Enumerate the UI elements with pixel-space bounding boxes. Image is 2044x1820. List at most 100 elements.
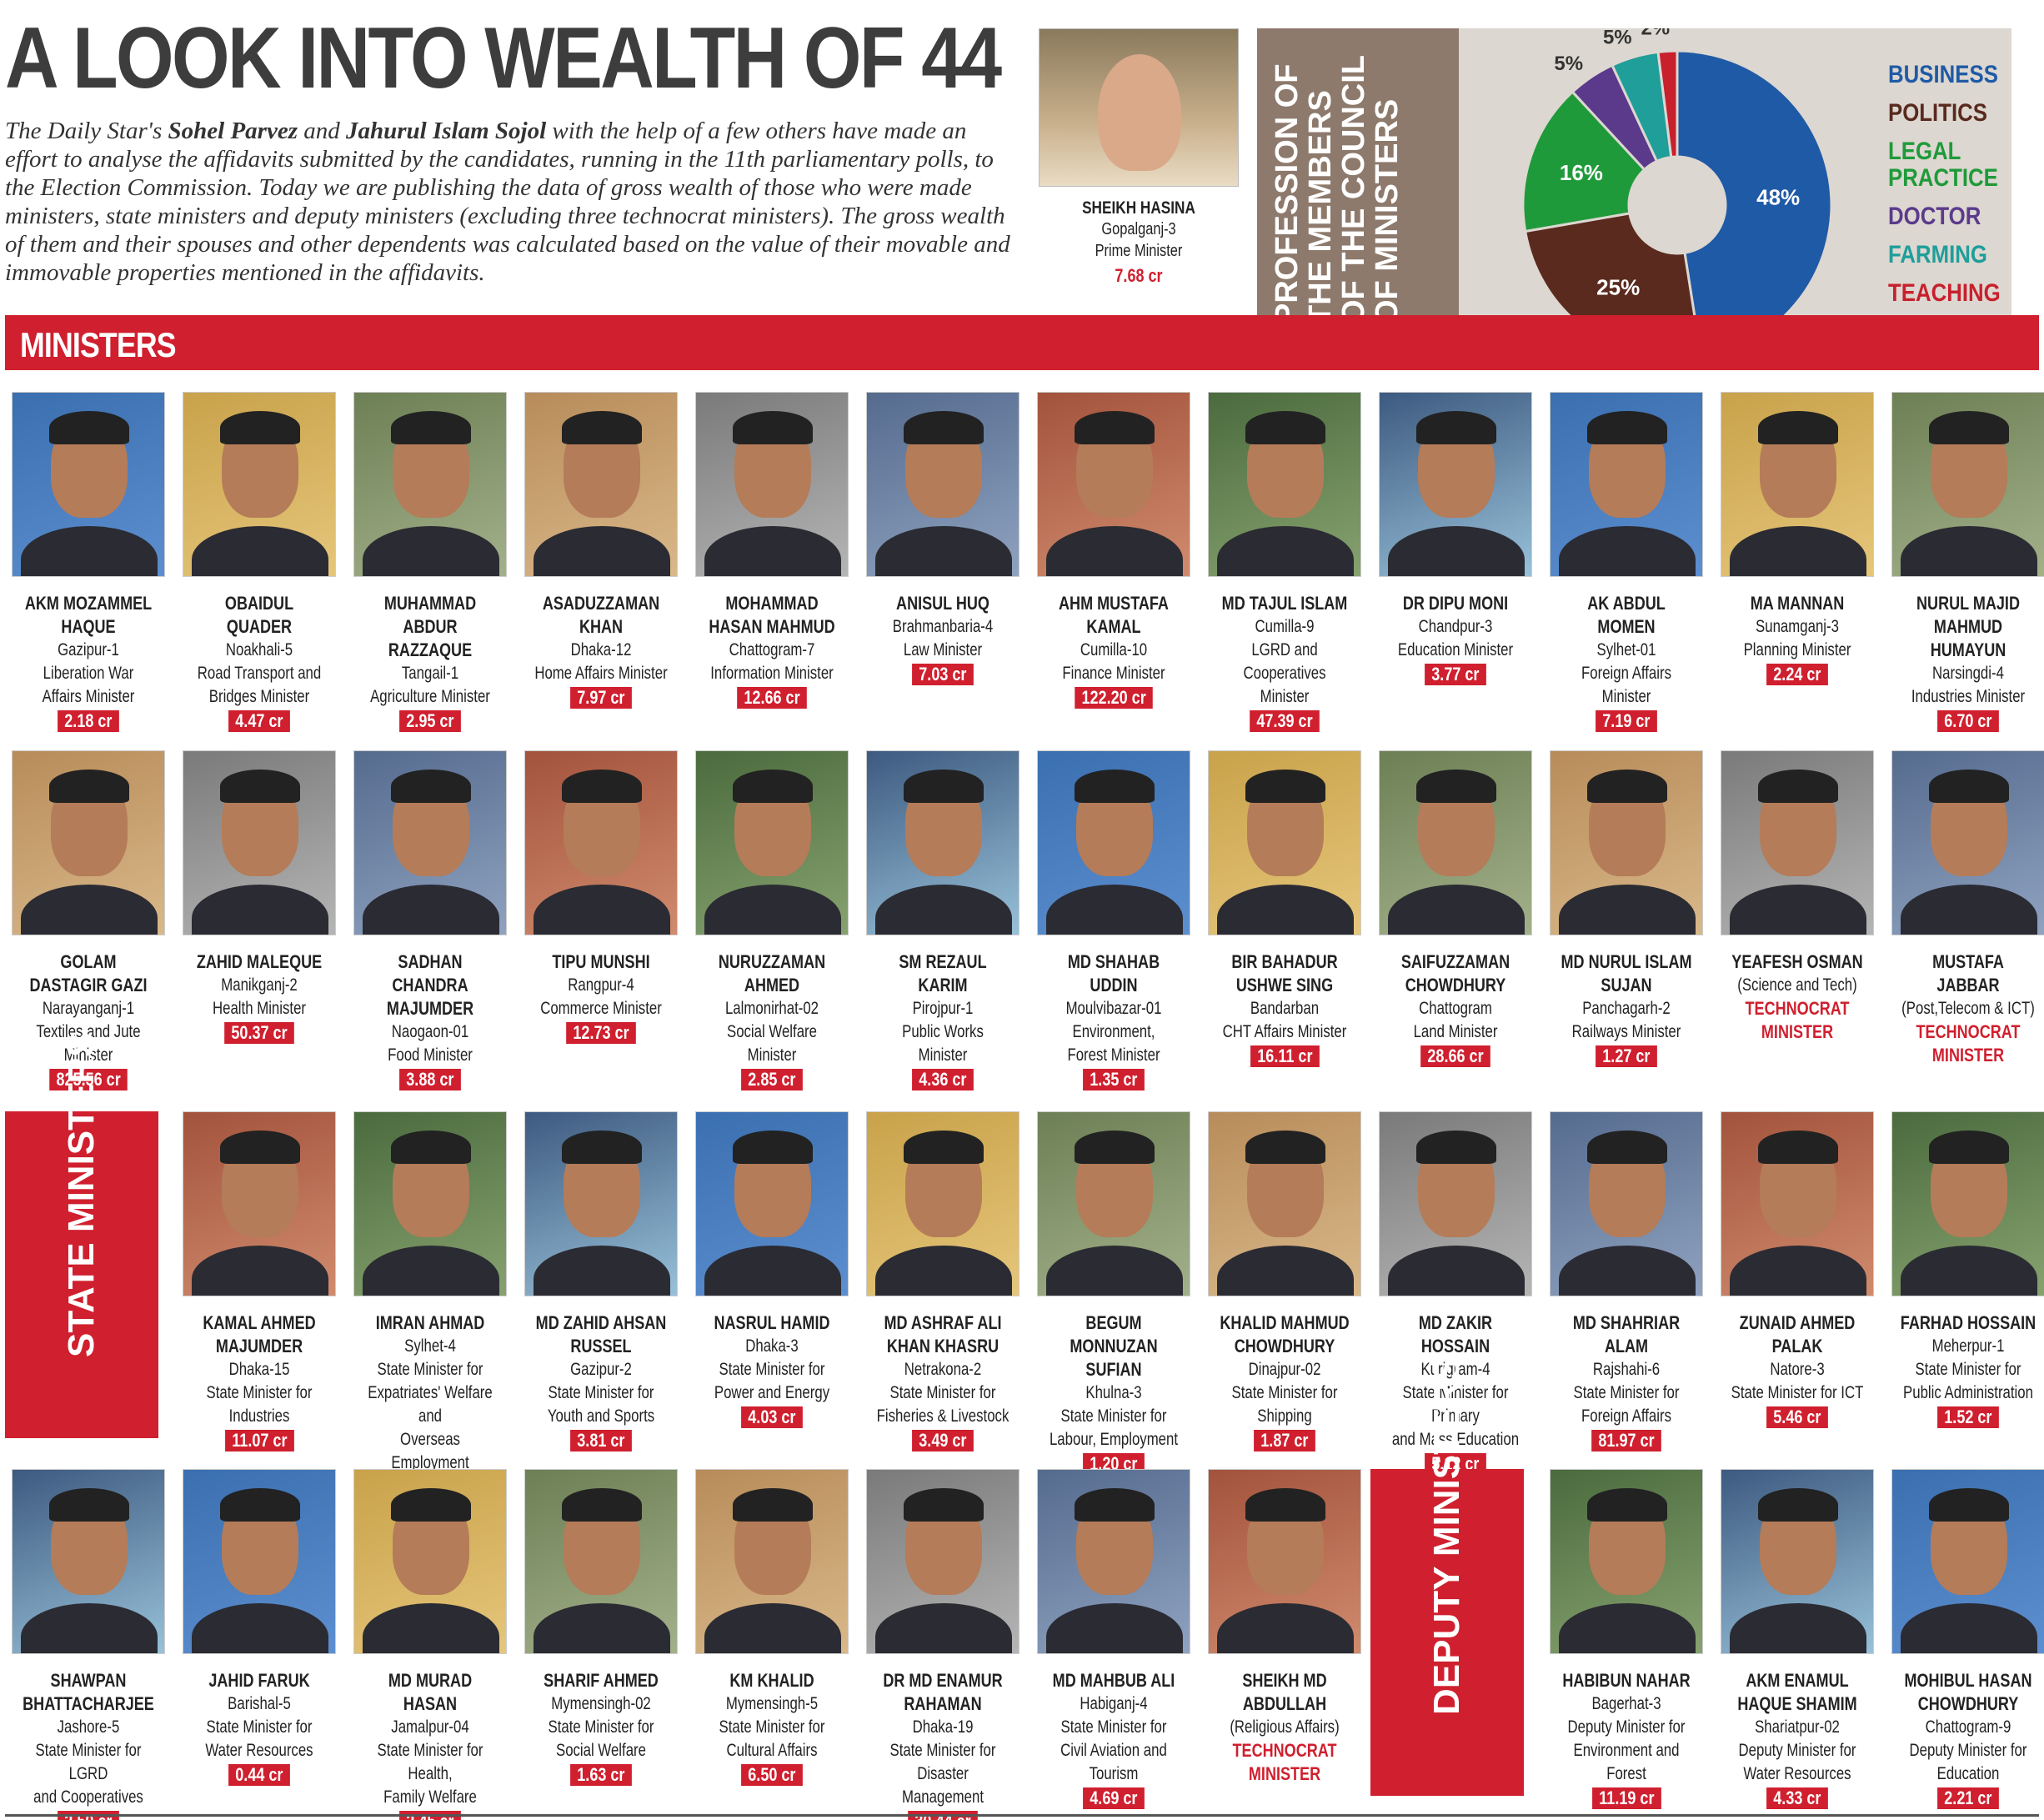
photo-body bbox=[1901, 1246, 2037, 1296]
minister-name: MD ZAKIR HOSSAIN bbox=[1418, 1312, 1493, 1356]
minister-detail: Moulvibazar-01 bbox=[1065, 999, 1162, 1018]
minister-card: NASRUL HAMID Dhaka-3 State Minister for Pow… bbox=[689, 1111, 855, 1428]
minister-detail: Minister bbox=[1260, 687, 1310, 706]
author-name: Jahurul Islam Sojol bbox=[345, 118, 547, 144]
photo-body bbox=[1730, 885, 1866, 935]
photo-hair bbox=[904, 770, 984, 803]
minister-photo bbox=[1721, 392, 1874, 577]
photo-body bbox=[363, 1603, 499, 1653]
minister-name: GOLAM DASTAGIR GAZI bbox=[29, 951, 148, 995]
minister-photo bbox=[1550, 750, 1703, 935]
minister-detail: State Minister for bbox=[719, 1717, 825, 1737]
minister-detail: Forest Minister bbox=[1067, 1045, 1160, 1065]
minister-card: ANISUL HUQ Brahmanbaria-4 Law Minister 7.03… bbox=[859, 392, 1026, 685]
minister-detail: Dhaka-15 bbox=[228, 1360, 290, 1379]
minister-detail: Rajshahi-6 bbox=[1592, 1360, 1661, 1379]
minister-detail: State Minister for bbox=[548, 1383, 654, 1402]
pm-card: SHEIKH HASINA Gopalganj-3 Prime Minister… bbox=[1039, 28, 1239, 287]
photo-body bbox=[1046, 1603, 1183, 1653]
minister-card: BEGUM MONNUZAN SUFIAN Khulna-3 State Minis… bbox=[1030, 1111, 1197, 1475]
minister-photo bbox=[1208, 1469, 1361, 1654]
photo-body bbox=[534, 885, 670, 935]
minister-card: SM REZAUL KARIM Pirojpur-1 Public Works Mi… bbox=[859, 750, 1026, 1090]
wealth-badge: 81.97 cr bbox=[1591, 1430, 1661, 1451]
photo-body bbox=[704, 1603, 841, 1653]
minister-detail: (Religious Affairs) bbox=[1230, 1717, 1340, 1737]
minister-photo bbox=[1891, 1111, 2044, 1296]
minister-name: KM KHALID bbox=[729, 1670, 814, 1691]
minister-detail: State Minister for bbox=[1915, 1360, 2021, 1379]
minister-detail: Cumilla-10 bbox=[1080, 640, 1148, 659]
wealth-badge: 2.85 cr bbox=[741, 1069, 803, 1090]
minister-detail: Narsingdi-4 bbox=[1932, 664, 2004, 683]
minister-card: MD TAJUL ISLAM Cumilla-9 LGRD and Cooperat… bbox=[1201, 392, 1368, 732]
photo-hair bbox=[1245, 1131, 1325, 1164]
wealth-badge: 4.69 cr bbox=[1083, 1787, 1145, 1809]
pm-name: SHEIKH HASINA bbox=[1082, 198, 1195, 218]
minister-detail: and Cooperatives bbox=[33, 1787, 143, 1807]
minister-photo bbox=[12, 750, 165, 935]
minister-name: MD ASHRAF ALI KHAN KHASRU bbox=[884, 1312, 1002, 1356]
minister-detail: Dhaka-12 bbox=[570, 640, 632, 659]
photo-hair bbox=[391, 1131, 471, 1164]
minister-detail: Tangail-1 bbox=[401, 664, 459, 683]
photo-hair bbox=[220, 411, 300, 444]
photo-hair bbox=[1075, 1488, 1155, 1522]
wealth-badge: 7.03 cr bbox=[912, 664, 974, 685]
minister-detail: Education Minister bbox=[1397, 640, 1514, 659]
minister-detail: Industries Minister bbox=[1911, 687, 2026, 706]
minister-detail: State Minister for bbox=[1231, 1383, 1338, 1402]
minister-card: TIPU MUNSHI Rangpur-4 Commerce Minister 12.… bbox=[518, 750, 684, 1044]
minister-detail: Gazipur-1 bbox=[58, 640, 119, 659]
minister-detail: (Post,Telecom & ICT) bbox=[1901, 999, 2035, 1018]
minister-detail: Habiganj-4 bbox=[1080, 1694, 1148, 1713]
minister-detail: Shipping bbox=[1257, 1406, 1312, 1426]
pie-label: 25% bbox=[1596, 275, 1640, 300]
photo-hair bbox=[733, 770, 813, 803]
minister-detail: Minister bbox=[63, 1045, 113, 1065]
minister-card: SHAWPAN BHATTACHARJEE Jashore-5 State Mini… bbox=[5, 1469, 172, 1820]
wealth-badge: 825.56 cr bbox=[49, 1069, 128, 1090]
wealth-badge: 47.39 cr bbox=[1250, 710, 1320, 732]
minister-photo bbox=[1208, 1111, 1361, 1296]
pie-slice-business bbox=[1676, 49, 1833, 349]
wealth-badge: 6.70 cr bbox=[1937, 710, 1999, 732]
wealth-badge: 11.07 cr bbox=[224, 1430, 294, 1451]
minister-detail: Textiles and Jute bbox=[36, 1022, 141, 1041]
minister-detail: State Minister for bbox=[889, 1741, 996, 1760]
minister-card: FARHAD HOSSAIN Meherpur-1 State Minister f… bbox=[1885, 1111, 2044, 1428]
minister-detail: State Minister for LGRD bbox=[35, 1741, 142, 1783]
minister-card: JAHID FARUK Barishal-5 State Minister for W… bbox=[176, 1469, 343, 1786]
minister-detail: Deputy Minister for bbox=[1909, 1741, 2027, 1760]
minister-detail: State Minister for bbox=[1573, 1383, 1680, 1402]
wealth-badge: 4.47 cr bbox=[228, 710, 290, 732]
minister-photo bbox=[1550, 392, 1703, 577]
minister-detail: Dhaka-3 bbox=[745, 1336, 799, 1356]
minister-name: AKM MOZAMMEL HAQUE bbox=[24, 593, 153, 637]
photo-body bbox=[363, 526, 499, 576]
minister-name: KHALID MAHMUD CHOWDHURY bbox=[1220, 1312, 1350, 1356]
minister-name: MUSTAFA JABBAR bbox=[1932, 951, 2004, 995]
minister-detail: Planning Minister bbox=[1743, 640, 1851, 659]
photo-body bbox=[1388, 1246, 1525, 1296]
minister-detail: Brahmanbaria-4 bbox=[892, 617, 994, 636]
minister-photo bbox=[12, 392, 165, 577]
minister-detail: State Minister for bbox=[377, 1360, 483, 1379]
photo-hair bbox=[904, 1488, 984, 1522]
pie-label: 48% bbox=[1756, 185, 1800, 210]
photo-hair bbox=[220, 1131, 300, 1164]
minister-name: TIPU MUNSHI bbox=[552, 951, 650, 972]
photo-body bbox=[534, 526, 670, 576]
minister-name: MOHIBUL HASAN CHOWDHURY bbox=[1904, 1670, 2032, 1714]
minister-detail: Finance Minister bbox=[1062, 664, 1165, 683]
wealth-badge: 12.73 cr bbox=[566, 1022, 636, 1044]
photo-hair bbox=[562, 770, 642, 803]
minister-photo bbox=[183, 1111, 336, 1296]
pie-slice-legal-practice bbox=[1521, 90, 1646, 233]
wealth-badge: 1.35 cr bbox=[1083, 1069, 1145, 1090]
minister-card: MOHIBUL HASAN CHOWDHURY Chattogram-9 Deput… bbox=[1885, 1469, 2044, 1809]
technocrat-label: TECHNOCRAT MINISTER bbox=[1232, 1740, 1337, 1784]
technocrat-label: TECHNOCRAT MINISTER bbox=[1916, 1021, 2021, 1065]
minister-name: SHEIKH MD ABDULLAH bbox=[1242, 1670, 1327, 1714]
minister-name: YEAFESH OSMAN bbox=[1731, 951, 1863, 972]
